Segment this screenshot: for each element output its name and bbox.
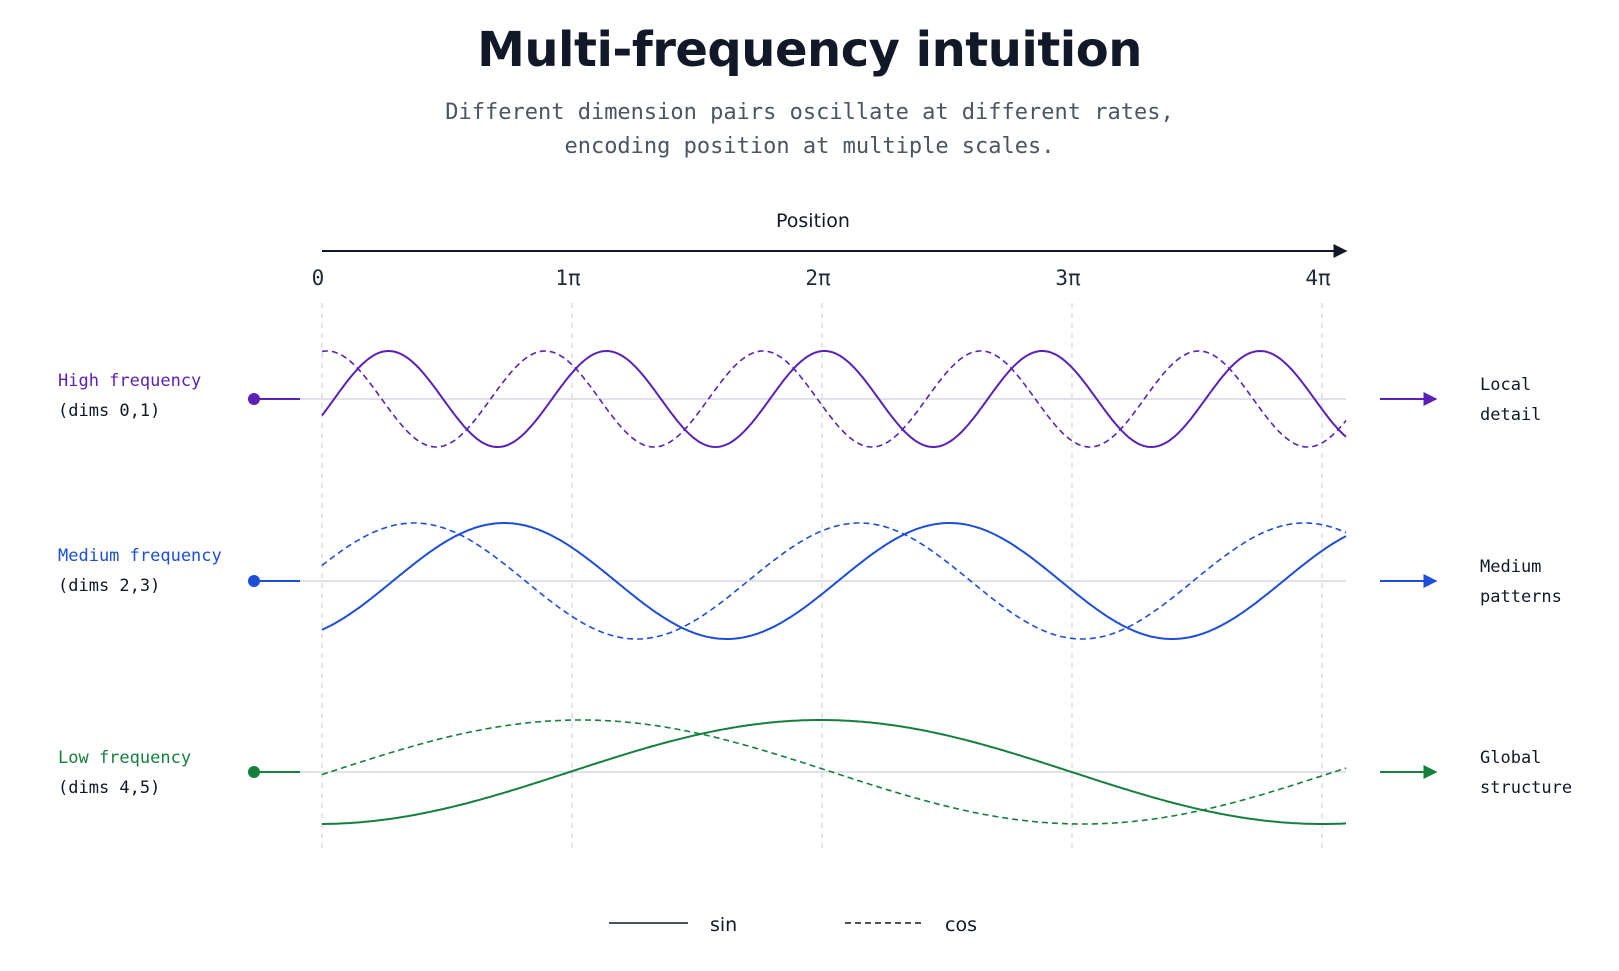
legend-cos-label: cos xyxy=(945,914,977,936)
sin-curve-1 xyxy=(321,522,1347,640)
tick-label-2pi: 2π xyxy=(805,266,831,290)
row-label-medium: Medium frequency (dims 2,3) xyxy=(58,541,222,601)
page-title: Multi-frequency intuition xyxy=(477,22,1142,78)
sin-curve-2 xyxy=(322,719,1347,825)
meaning-low-line2: structure xyxy=(1480,778,1573,798)
cos-curve-0 xyxy=(321,350,1347,448)
position-axis-label: Position xyxy=(776,210,850,232)
row-label-low: Low frequency (dims 4,5) xyxy=(58,743,191,803)
subtitle-line-2: encoding position at multiple scales. xyxy=(564,134,1055,159)
tick-label-4pi: 4π xyxy=(1305,266,1331,290)
row-label-high: High frequency (dims 0,1) xyxy=(58,366,201,426)
row-dims-low: (dims 4,5) xyxy=(58,778,161,798)
cos-curve-2 xyxy=(321,719,1347,825)
meaning-low-line1: Global xyxy=(1480,748,1542,768)
row-dims-high: (dims 0,1) xyxy=(58,401,161,421)
meaning-high-line1: Local xyxy=(1480,375,1532,395)
tick-label-1pi: 1π xyxy=(555,266,581,290)
meaning-medium-line2: patterns xyxy=(1480,587,1562,607)
meaning-medium: Medium patterns xyxy=(1480,552,1562,612)
row-dot-1 xyxy=(248,575,260,587)
row-dot-2 xyxy=(248,766,260,778)
row-name-high: High frequency xyxy=(58,371,202,391)
meaning-low: Global structure xyxy=(1480,743,1572,803)
row-name-medium: Medium frequency xyxy=(58,546,222,566)
legend-sin-label: sin xyxy=(710,914,738,936)
cos-curve-1 xyxy=(321,522,1347,640)
meaning-high-line2: detail xyxy=(1480,405,1542,425)
meaning-high: Local detail xyxy=(1480,370,1541,430)
row-dot-0 xyxy=(248,393,260,405)
tick-label-3pi: 3π xyxy=(1055,266,1081,290)
tick-label-0: 0 xyxy=(311,266,325,290)
row-name-low: Low frequency xyxy=(58,748,192,768)
meaning-medium-line1: Medium xyxy=(1480,557,1542,577)
subtitle-line-1: Different dimension pairs oscillate at d… xyxy=(445,100,1174,125)
sin-curve-0 xyxy=(321,349,1347,449)
row-dims-medium: (dims 2,3) xyxy=(58,576,161,596)
